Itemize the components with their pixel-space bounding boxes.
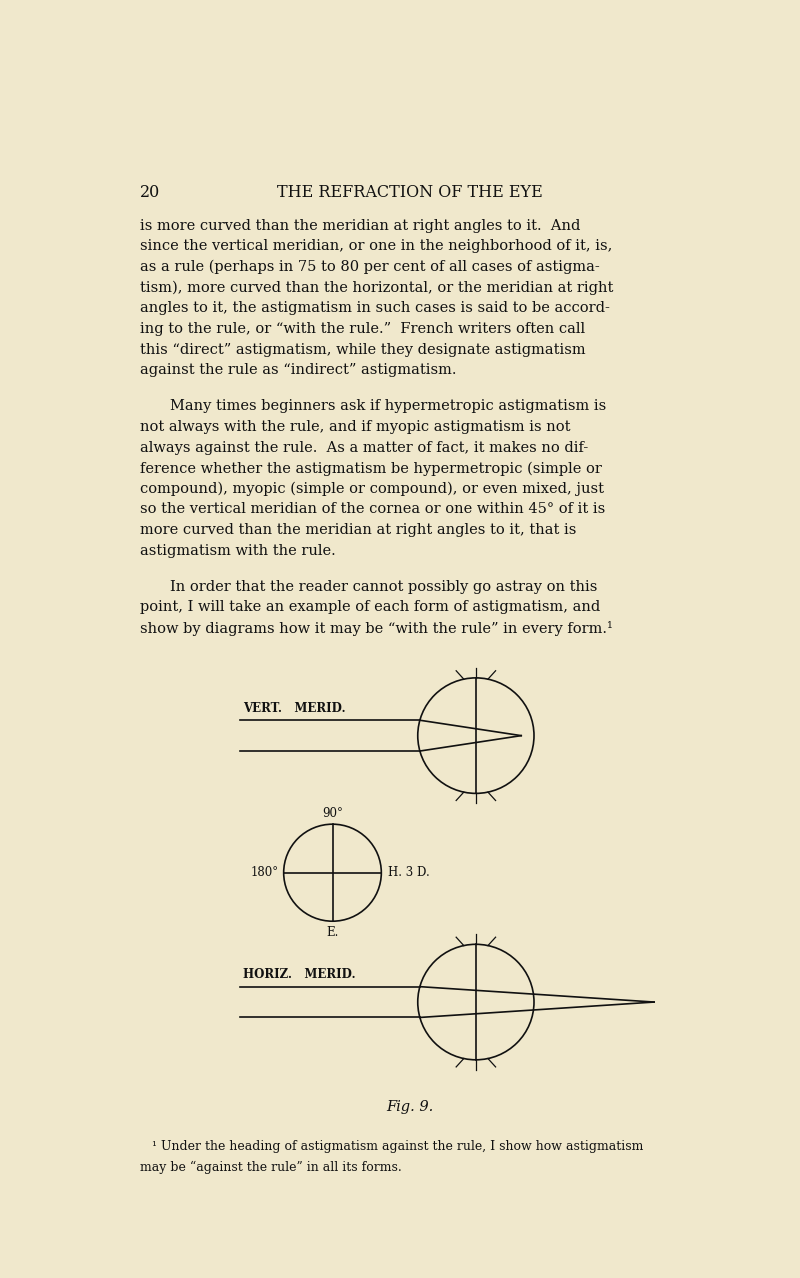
Text: ¹ Under the heading of astigmatism against the rule, I show how astigmatism: ¹ Under the heading of astigmatism again… [140, 1140, 644, 1153]
Text: against the rule as “indirect” astigmatism.: against the rule as “indirect” astigmati… [140, 363, 457, 377]
Text: angles to it, the astigmatism in such cases is said to be accord-: angles to it, the astigmatism in such ca… [140, 302, 610, 316]
Text: THE REFRACTION OF THE EYE: THE REFRACTION OF THE EYE [277, 184, 543, 201]
Text: astigmatism with the rule.: astigmatism with the rule. [140, 543, 336, 557]
Text: since the vertical meridian, or one in the neighborhood of it, is,: since the vertical meridian, or one in t… [140, 239, 613, 253]
Text: 180°: 180° [251, 866, 279, 879]
Text: ing to the rule, or “with the rule.”  French writers often call: ing to the rule, or “with the rule.” Fre… [140, 322, 586, 336]
Text: H. 3 D.: H. 3 D. [387, 866, 430, 879]
Text: In order that the reader cannot possibly go astray on this: In order that the reader cannot possibly… [170, 580, 597, 594]
Text: always against the rule.  As a matter of fact, it makes no dif-: always against the rule. As a matter of … [140, 441, 589, 455]
Text: E.: E. [326, 925, 338, 939]
Text: Fig. 9.: Fig. 9. [386, 1100, 434, 1114]
Text: this “direct” astigmatism, while they designate astigmatism: this “direct” astigmatism, while they de… [140, 343, 586, 357]
Text: VERT.   MERID.: VERT. MERID. [243, 702, 346, 714]
Text: 20: 20 [140, 184, 161, 201]
Text: point, I will take an example of each form of astigmatism, and: point, I will take an example of each fo… [140, 601, 601, 615]
Text: show by diagrams how it may be “with the rule” in every form.¹: show by diagrams how it may be “with the… [140, 621, 613, 636]
Text: ference whether the astigmatism be hypermetropic (simple or: ference whether the astigmatism be hyper… [140, 461, 602, 475]
Text: so the vertical meridian of the cornea or one within 45° of it is: so the vertical meridian of the cornea o… [140, 502, 606, 516]
Text: tism), more curved than the horizontal, or the meridian at right: tism), more curved than the horizontal, … [140, 281, 614, 295]
Text: may be “against the rule” in all its forms.: may be “against the rule” in all its for… [140, 1160, 402, 1174]
Text: more curved than the meridian at right angles to it, that is: more curved than the meridian at right a… [140, 523, 577, 537]
Text: 90°: 90° [322, 808, 343, 820]
Text: compound), myopic (simple or compound), or even mixed, just: compound), myopic (simple or compound), … [140, 482, 604, 496]
Text: HORIZ.   MERID.: HORIZ. MERID. [243, 969, 356, 982]
Text: as a rule (perhaps in 75 to 80 per cent of all cases of astigma-: as a rule (perhaps in 75 to 80 per cent … [140, 261, 600, 275]
Text: not always with the rule, and if myopic astigmatism is not: not always with the rule, and if myopic … [140, 420, 570, 435]
Text: Many times beginners ask if hypermetropic astigmatism is: Many times beginners ask if hypermetropi… [170, 399, 606, 413]
Text: is more curved than the meridian at right angles to it.  And: is more curved than the meridian at righ… [140, 219, 581, 233]
